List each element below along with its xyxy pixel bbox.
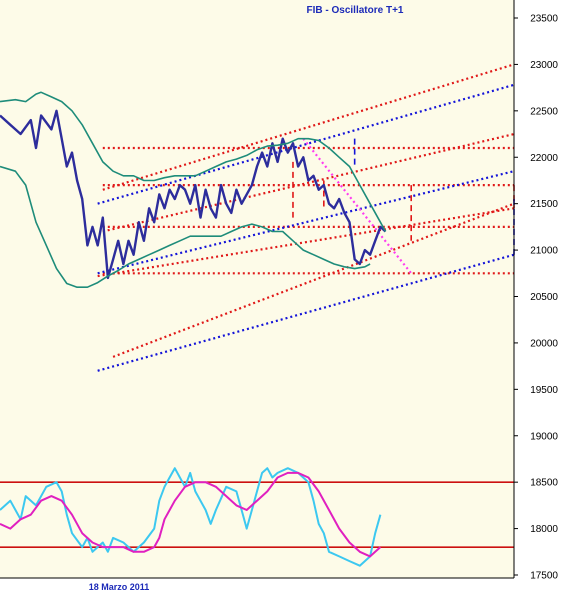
y-tick-label: 21000 [530, 246, 558, 257]
trend-channel-line [97, 253, 515, 372]
y-tick-label: 22000 [530, 153, 558, 164]
y-tick-label: 19500 [530, 385, 558, 396]
chart-title: FIB - Oscillatore T+1 [307, 5, 404, 16]
date-label: 18 Marzo 2011 [89, 582, 150, 592]
trend-channel-line [302, 137, 413, 274]
y-tick-label: 21500 [530, 199, 558, 210]
oscillator-panel [0, 467, 514, 567]
trend-channel-line [102, 63, 515, 191]
y-tick-label: 20500 [530, 292, 558, 303]
trend-channel-line [97, 207, 515, 278]
y-tick-label: 23500 [530, 14, 558, 25]
oscillator-fast-line [0, 467, 382, 567]
y-tick-label: 22500 [530, 106, 558, 117]
trend-channel-line [97, 83, 515, 205]
bollinger-lower-band-line [0, 165, 371, 288]
price-panel [0, 63, 515, 372]
y-tick-label: 23000 [530, 60, 558, 71]
y-tick-label: 17500 [530, 571, 558, 582]
y-tick-label: 19000 [530, 431, 558, 442]
y-tick-label: 18000 [530, 524, 558, 535]
y-tick-label: 18500 [530, 478, 558, 489]
trend-channel-line [112, 202, 515, 358]
oscillator-slow-line [0, 471, 382, 558]
y-tick-label: 20000 [530, 338, 558, 349]
bollinger-upper-band-line [0, 91, 387, 232]
y-axis: 17500 18000 18500 19000 19500 20000 20500 21000… [514, 14, 558, 582]
trend-channel-line [97, 170, 515, 275]
trend-channel-line [102, 132, 515, 233]
price-series-line [0, 109, 387, 280]
